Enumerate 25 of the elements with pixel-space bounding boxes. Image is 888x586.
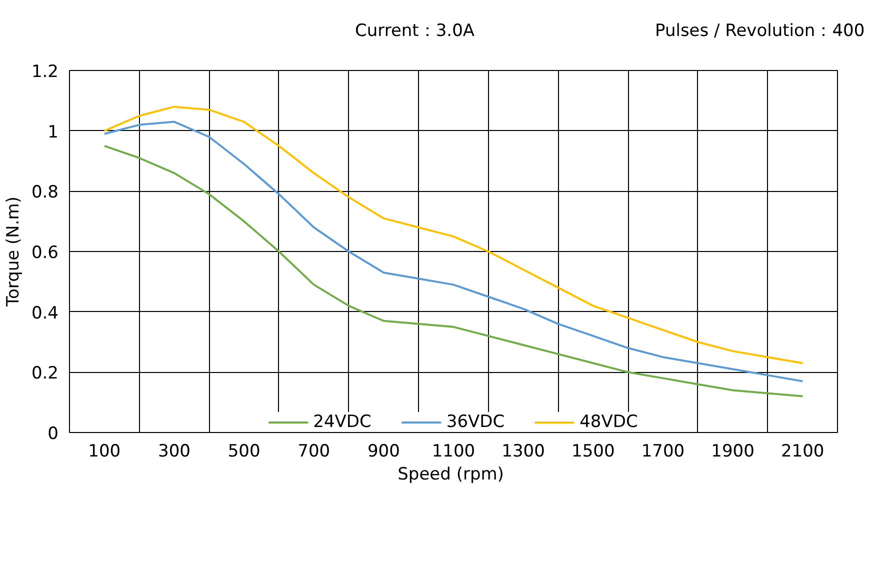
x-tick-label: 2100	[780, 442, 824, 462]
text: Pulses / Revolution：400	[655, 20, 865, 43]
y-tick-label: 0	[48, 424, 59, 444]
y-tick-label: 0.8	[31, 182, 59, 203]
y-tick-label: 1	[48, 122, 59, 142]
x-tick-label: 1500	[572, 442, 615, 462]
x-axis-title: Speed (rpm)	[398, 464, 504, 484]
y-tick-label: 0.2	[31, 364, 59, 384]
legend-label: 48VDC	[580, 412, 638, 432]
legend-label: 36VDC	[446, 412, 505, 432]
x-tick-label: 300	[158, 442, 190, 462]
x-tick-label: 900	[367, 442, 400, 462]
x-tick-label: 500	[228, 442, 260, 462]
x-tick-label: 700	[298, 442, 330, 462]
y-tick-label: 1.2	[31, 62, 59, 82]
legend-label: 24VDC	[313, 412, 372, 432]
x-tick-label: 100	[88, 442, 121, 462]
x-tick-label: 1300	[502, 442, 545, 462]
y-tick-label: 0.6	[31, 243, 59, 263]
y-axis-title: Torque (N.m)	[3, 196, 24, 308]
x-tick-label: 1100	[432, 442, 476, 462]
y-tick-label: 0.4	[31, 303, 59, 324]
text: Current：3.0A	[355, 20, 475, 43]
x-tick-label: 1700	[641, 442, 685, 462]
x-tick-label: 1900	[711, 442, 754, 462]
